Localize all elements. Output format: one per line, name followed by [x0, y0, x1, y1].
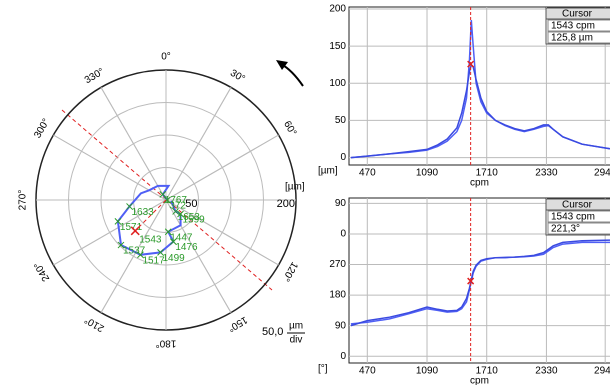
cursor-label: 1543: [139, 234, 162, 245]
point-mark: [137, 251, 144, 259]
point-label: 1447: [170, 232, 193, 243]
cursor-x: 1543 cpm: [551, 21, 595, 32]
cursor-cell: [547, 19, 610, 32]
x-tick-label: 470: [359, 168, 376, 179]
point-mark: [163, 196, 171, 204]
point-mark: [157, 249, 164, 256]
point-mark: [117, 241, 125, 249]
series-line: [350, 20, 610, 159]
cursor-box-title: [545, 7, 610, 20]
point-mark: [177, 210, 184, 218]
series-line: [350, 239, 610, 327]
x-axis-label: cpm: [470, 178, 489, 189]
point-label: 1767: [165, 195, 188, 206]
y-unit: [µm]: [318, 166, 338, 177]
cursor-cell: [547, 31, 610, 44]
cursor-cell: [547, 222, 610, 235]
point-label: 1537: [123, 246, 146, 257]
x-tick-label: 2330: [535, 366, 558, 377]
rotation-arrow: [276, 60, 304, 87]
point-mark: [172, 208, 179, 215]
series-line: [350, 63, 610, 159]
point-label: 1499: [162, 253, 185, 264]
r-tick-label: 50: [185, 198, 197, 210]
x-tick-label: 1710: [476, 366, 499, 377]
point-label: 372: [169, 201, 186, 212]
angle-label: 0°: [161, 52, 171, 63]
y-tick-label: 100: [329, 78, 346, 89]
x-tick-label: 1090: [416, 168, 439, 179]
y-tick-label: 50: [335, 115, 347, 126]
cursor-box-title: [545, 198, 610, 211]
point-mark: [114, 218, 122, 225]
scale-unit: µm: [289, 321, 303, 332]
x-tick-label: 1090: [416, 366, 439, 377]
cursor-title: Cursor: [562, 9, 593, 20]
point-label: 1476: [175, 242, 198, 253]
point-label: 1653: [178, 212, 201, 223]
cursor-mark: [467, 277, 475, 285]
y-tick-label: 90: [335, 320, 347, 331]
x-axis-label: cpm: [470, 376, 489, 385]
y-tick-label: 270: [329, 259, 346, 270]
point-mark: [126, 203, 133, 210]
y-tick-label: 0: [340, 152, 346, 163]
cursor-value: 221,3°: [551, 224, 580, 235]
angle-label: 180°: [156, 337, 177, 348]
y-tick-label: 90: [335, 198, 347, 209]
arrow-head: [276, 60, 288, 70]
cursor-cell: [547, 210, 610, 223]
cursor-value: 125,8 µm: [551, 33, 593, 44]
cursor-mark: [130, 226, 140, 236]
point-mark: [169, 238, 177, 245]
y-tick-label: 200: [329, 4, 346, 15]
y-unit: [°]: [318, 364, 328, 375]
scale-div: div: [290, 335, 303, 346]
point-mark: [159, 191, 167, 198]
y-tick-label: 0: [340, 351, 346, 362]
x-tick-label: 2330: [535, 168, 558, 179]
point-label: 1633: [132, 207, 155, 218]
y-tick-label: 0: [340, 229, 346, 240]
cursor-mark: [467, 60, 475, 68]
y-tick-label: 180: [329, 290, 346, 301]
r-tick-label: 200: [277, 198, 295, 210]
cursor-x: 1543 cpm: [551, 212, 595, 223]
angle-label: 270°: [18, 190, 29, 211]
point-label: 1599: [182, 215, 205, 226]
point-label: 1517: [142, 255, 165, 266]
y-tick-label: 150: [329, 41, 346, 52]
x-tick-label: 470: [359, 366, 376, 377]
scale-value: 50,0: [262, 326, 283, 338]
cursor-title: Cursor: [562, 200, 593, 211]
point-mark: [164, 228, 172, 236]
cursor-line: [134, 199, 167, 232]
x-tick-label: 1710: [476, 168, 499, 179]
